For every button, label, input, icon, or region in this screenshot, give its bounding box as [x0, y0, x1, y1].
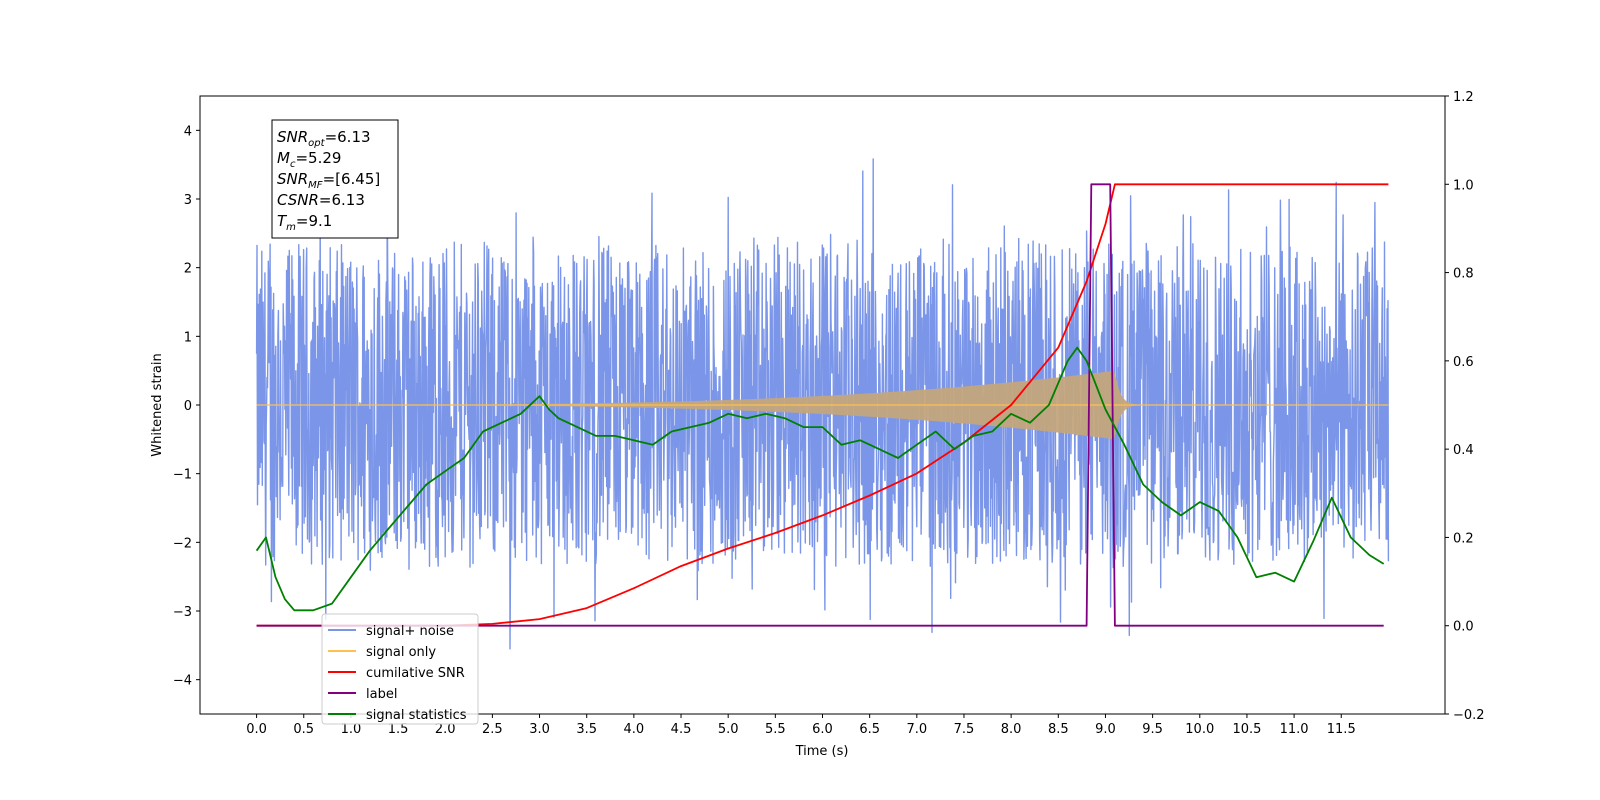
y-tick-label: 4 [184, 124, 192, 139]
x-tick-label: 10.0 [1185, 722, 1214, 737]
legend-entry: signal only [366, 645, 436, 660]
annotation-line: SNRMF=[6.45] [277, 170, 380, 191]
y-tick-label: 1 [184, 330, 192, 345]
legend-entry: signal+ noise [366, 624, 454, 639]
y2-tick-label: 1.0 [1453, 178, 1474, 193]
annotation-subscript: c [290, 159, 296, 170]
x-tick-label: 5.0 [718, 722, 739, 737]
x-axis-label: Time (s) [795, 744, 849, 759]
x-tick-label: 9.0 [1095, 722, 1116, 737]
x-tick-label: 11.0 [1280, 722, 1309, 737]
y-tick-label: 3 [184, 193, 192, 208]
y-tick-label: 0 [184, 399, 192, 414]
y-axis-label: Whitened strain [150, 353, 165, 456]
x-tick-label: 4.5 [671, 722, 692, 737]
annotation-subscript: opt [308, 138, 325, 149]
x-tick-label: 1.5 [388, 722, 409, 737]
y-tick-label: −2 [173, 536, 192, 551]
x-tick-label: 10.5 [1232, 722, 1261, 737]
annotation-subscript: m [286, 222, 296, 233]
legend-entry: signal statistics [366, 708, 467, 723]
y2-tick-label: −0.2 [1453, 708, 1485, 723]
x-tick-label: 4.0 [624, 722, 645, 737]
x-tick-label: 0.0 [246, 722, 267, 737]
x-tick-label: 8.5 [1048, 722, 1069, 737]
x-tick-label: 5.5 [765, 722, 786, 737]
annotation-value: =6.13 [319, 191, 365, 209]
annotation-symbol: SNR [277, 128, 308, 146]
x-tick-label: 1.0 [341, 722, 362, 737]
y-tick-label: −3 [173, 605, 192, 620]
y-tick-label: −4 [173, 674, 192, 689]
annotation-box: SNRopt=6.13Mc=5.29SNRMF=[6.45]CSNR=6.13T… [271, 119, 399, 239]
x-tick-label: 2.0 [435, 722, 456, 737]
x-tick-label: 9.5 [1142, 722, 1163, 737]
x-tick-label: 7.5 [954, 722, 975, 737]
annotation-line: Tm=9.1 [277, 212, 332, 233]
legend-entry: label [366, 687, 397, 702]
y2-tick-label: 1.2 [1453, 90, 1474, 105]
annotation-symbol: CSNR [277, 191, 319, 209]
x-tick-label: 2.5 [482, 722, 503, 737]
legend-entry: cumilative SNR [366, 666, 465, 681]
y-tick-label: −1 [173, 468, 192, 483]
x-tick-label: 7.0 [906, 722, 927, 737]
annotation-value: =9.1 [296, 212, 332, 230]
x-tick-label: 0.5 [293, 722, 314, 737]
x-tick-label: 11.5 [1327, 722, 1356, 737]
annotation-subscript: MF [308, 180, 323, 191]
annotation-value: =5.29 [295, 149, 341, 167]
series-signal-statistics [255, 346, 1385, 612]
series-cumulative-snr [256, 183, 1389, 627]
annotation-line: SNRopt=6.13 [277, 128, 371, 149]
x-tick-label: 6.5 [859, 722, 880, 737]
y2-tick-label: 0.2 [1453, 531, 1474, 546]
legend: signal+ noise signal only cumilative SNR la… [321, 613, 479, 725]
x-tick-label: 8.0 [1001, 722, 1022, 737]
y-tick-label: 2 [184, 262, 192, 277]
annotation-value: =[6.45] [323, 170, 381, 188]
annotation-value: =6.13 [325, 128, 371, 146]
y2-tick-label: 0.8 [1453, 267, 1474, 282]
annotation-symbol: M [277, 149, 290, 167]
annotation-frame [271, 119, 399, 239]
x-tick-label: 3.5 [576, 722, 597, 737]
annotation-symbol: T [277, 212, 288, 230]
legend-frame [321, 613, 479, 725]
y2-tick-label: 0.0 [1453, 620, 1474, 635]
annotation-line: CSNR=6.13 [277, 191, 365, 209]
x-tick-label: 6.0 [812, 722, 833, 737]
y2-tick-label: 0.4 [1453, 443, 1474, 458]
series-signal-noise [255, 158, 1390, 650]
annotation-line: Mc=5.29 [277, 149, 341, 170]
annotation-symbol: SNR [277, 170, 308, 188]
y2-tick-label: 0.6 [1453, 355, 1474, 370]
x-tick-label: 3.0 [529, 722, 550, 737]
series-label [256, 183, 1384, 627]
